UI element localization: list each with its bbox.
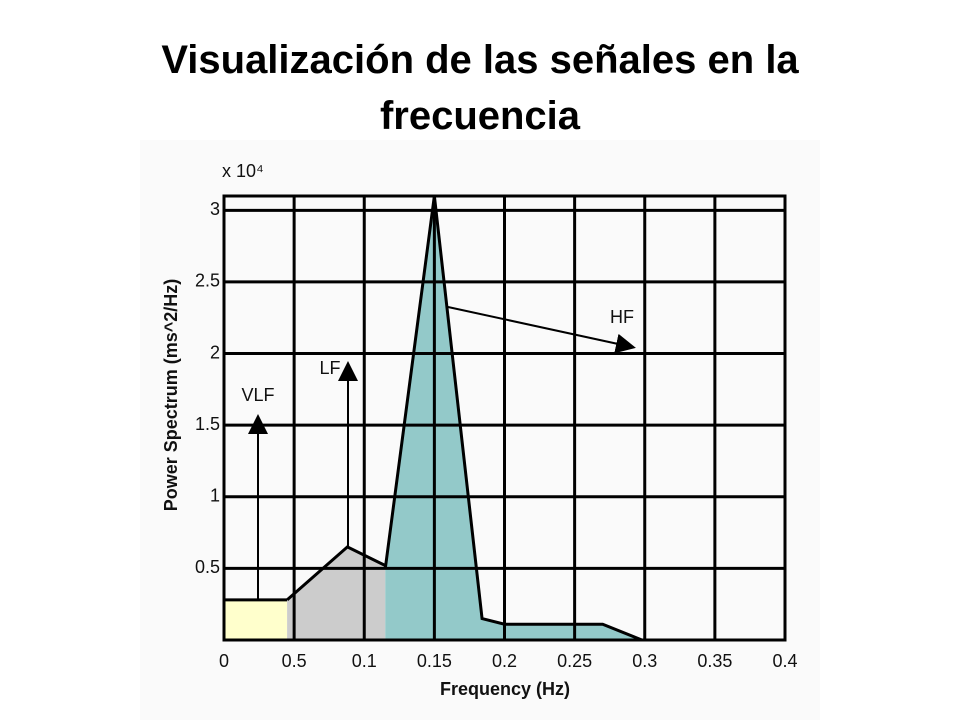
area: [385, 196, 642, 640]
y-tick-label: 1.5: [195, 414, 220, 434]
x-tick-label: 0.15: [417, 651, 452, 671]
series-label: VLF: [241, 385, 274, 405]
series-label: LF: [319, 358, 340, 378]
area: [287, 546, 386, 640]
y-multiplier: x 10⁴: [222, 161, 264, 181]
hf-arrow: [447, 306, 636, 354]
y-tick-label: 0.5: [195, 557, 220, 577]
y-tick-label: 1: [210, 486, 220, 506]
y-tick-label: 3: [210, 199, 220, 219]
x-tick-label: 0.4: [772, 651, 797, 671]
x-tick-label: 0.25: [557, 651, 592, 671]
area: [224, 599, 288, 640]
y-tick-label: 2: [210, 342, 220, 362]
x-tick-label: 0.2: [492, 651, 517, 671]
x-tick-label: 0.35: [697, 651, 732, 671]
plot-frame: [222, 194, 787, 642]
x-tick-label: 0.3: [632, 651, 657, 671]
x-tick-label: 0.1: [352, 651, 377, 671]
slide-title: Visualización de las señales en la frecu…: [161, 38, 799, 138]
x-tick-label: 0.5: [282, 651, 307, 671]
y-axis-label: Power Spectrum (ms^2/Hz): [161, 279, 181, 512]
x-tick-label: 0: [219, 651, 229, 671]
y-tick-label: 2.5: [195, 271, 220, 291]
x-axis-label: Frequency (Hz): [440, 679, 570, 699]
series-label: HF: [610, 307, 634, 327]
area-line: [383, 195, 643, 642]
